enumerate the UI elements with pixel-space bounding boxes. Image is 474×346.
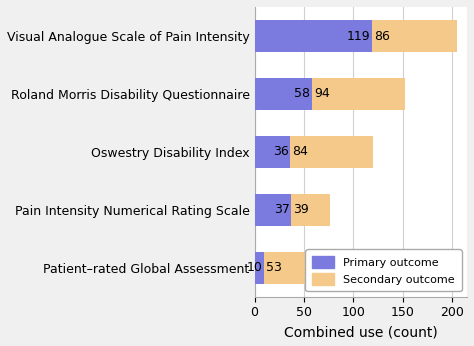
X-axis label: Combined use (count): Combined use (count) (284, 325, 438, 339)
Text: 53: 53 (266, 261, 283, 274)
Text: 58: 58 (294, 88, 310, 100)
Text: 119: 119 (347, 29, 371, 43)
Bar (255, 136, 290, 168)
Bar (255, 78, 312, 110)
Legend: Primary outcome, Secondary outcome: Primary outcome, Secondary outcome (305, 249, 462, 291)
Text: 10: 10 (247, 261, 263, 274)
Bar (291, 194, 330, 226)
Text: 37: 37 (274, 203, 290, 216)
Text: 94: 94 (314, 88, 329, 100)
Text: 84: 84 (292, 145, 308, 158)
Bar (255, 20, 372, 52)
Text: 39: 39 (293, 203, 309, 216)
Bar (290, 136, 373, 168)
Bar (372, 20, 457, 52)
Bar (312, 78, 405, 110)
Bar (255, 252, 264, 284)
Text: 86: 86 (374, 29, 390, 43)
Bar (264, 252, 317, 284)
Text: 36: 36 (273, 145, 289, 158)
Bar (255, 194, 291, 226)
